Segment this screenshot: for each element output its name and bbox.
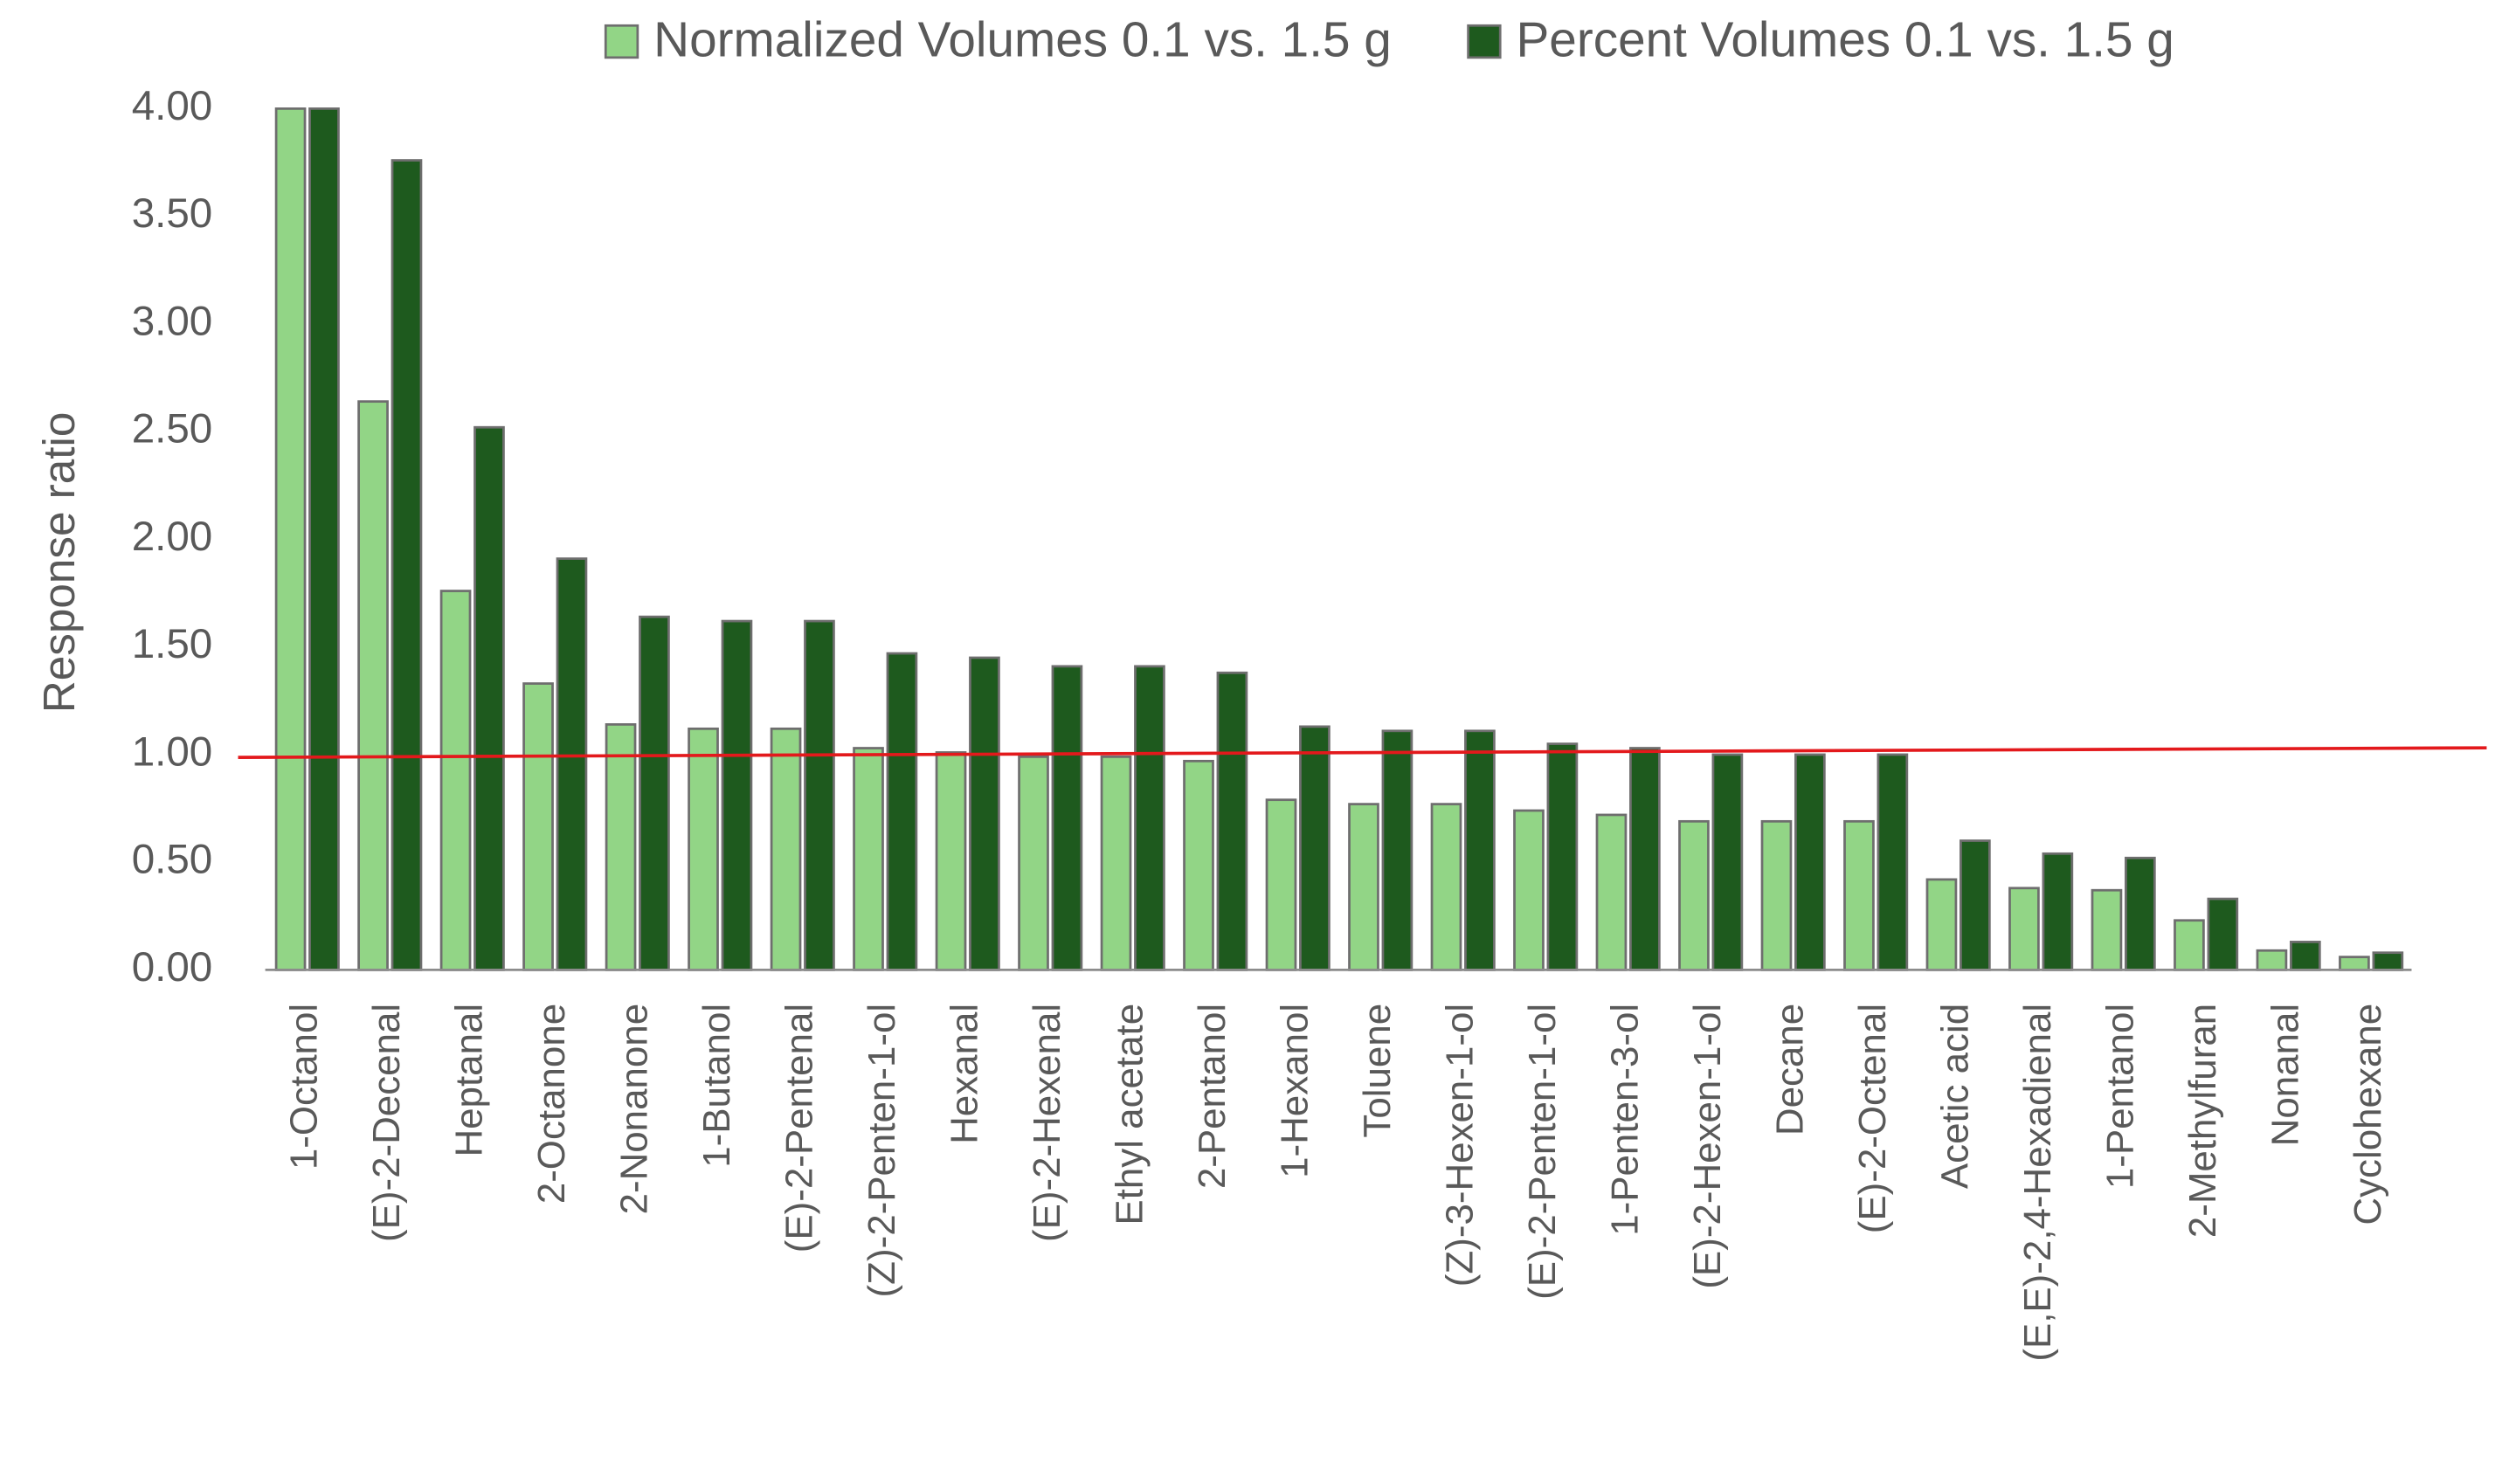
bar (1960, 839, 1991, 971)
bar (886, 652, 918, 971)
bar (357, 400, 389, 971)
bar (1925, 878, 1958, 971)
bar (2372, 951, 2404, 971)
bar (969, 656, 1000, 971)
legend-swatch (604, 24, 639, 59)
y-tick-label: 0.50 (132, 837, 213, 883)
y-tick-label: 0.00 (132, 944, 213, 990)
x-tick-label: (E)-2-Penten-1-ol (1521, 1004, 1564, 1300)
bar (1381, 729, 1413, 971)
bar (2125, 856, 2156, 971)
y-tick-label: 4.00 (132, 83, 213, 129)
x-tick-label: Nonanal (2264, 1004, 2306, 1147)
bar (2174, 919, 2205, 971)
bar (2256, 949, 2288, 971)
x-tick-label: 1-Octanol (282, 1004, 325, 1170)
y-tick-label: 2.00 (132, 514, 213, 560)
bar (721, 619, 753, 971)
bar (2008, 887, 2040, 971)
x-tick-label: Hexanal (943, 1004, 985, 1144)
x-tick-label: Heptanal (447, 1004, 490, 1157)
bar (1760, 819, 1793, 971)
bar (2207, 897, 2239, 971)
bar (804, 619, 835, 971)
x-tick-label: (E)-2-Hexenal (1026, 1004, 1068, 1242)
bar (1678, 819, 1710, 971)
x-tick-label: 1-Penten-3-ol (1603, 1004, 1646, 1236)
bar (1299, 725, 1331, 971)
bar (1100, 756, 1132, 971)
legend-label: Normalized Volumes 0.1 vs. 1.5 g (653, 12, 1392, 67)
x-tick-label: 2-Methylfuran (2181, 1004, 2224, 1238)
bar (1843, 819, 1875, 971)
x-tick-label: Cyclohexane (2347, 1004, 2389, 1225)
bar (1711, 753, 1744, 971)
bar (522, 682, 554, 971)
bar (2339, 956, 2370, 971)
bar (2042, 852, 2074, 971)
bar (308, 107, 340, 971)
x-tick-label: (E)-2-Pentenal (778, 1004, 820, 1253)
x-tick-label: Ethyl acetate (1108, 1004, 1151, 1225)
bar (770, 727, 802, 971)
x-tick-label: Acetic acid (1933, 1004, 1976, 1189)
bar (391, 159, 423, 971)
x-tick-label: (E)-2-Octenal (1851, 1004, 1894, 1233)
y-tick-label: 3.50 (132, 190, 213, 237)
x-tick-label: (Z)-2-Penten-1-ol (861, 1004, 903, 1298)
reference-line (238, 746, 2487, 759)
x-tick-label: 2-Octanone (530, 1004, 573, 1204)
bar (1464, 729, 1496, 971)
bar (853, 747, 884, 971)
bar (605, 723, 637, 971)
bar (639, 615, 670, 971)
x-tick-label: 1-Pentanol (2098, 1004, 2141, 1189)
bar (1051, 665, 1083, 971)
legend-label: Percent Volumes 0.1 vs. 1.5 g (1517, 12, 2174, 67)
bar (2290, 941, 2321, 971)
bar (274, 107, 307, 971)
bar (473, 425, 505, 971)
bar (1018, 756, 1049, 971)
bar (935, 751, 967, 971)
x-tick-label: Toluene (1356, 1004, 1399, 1138)
bar (688, 727, 719, 971)
y-axis-title: Response ratio (34, 412, 84, 714)
bar (2091, 888, 2123, 971)
bar (1348, 803, 1379, 971)
y-tick-label: 1.50 (132, 621, 213, 667)
bar (556, 557, 588, 971)
bar (1430, 803, 1462, 971)
bar (1265, 798, 1297, 971)
bar (439, 590, 472, 971)
bar (1595, 813, 1628, 971)
legend-swatch (1467, 24, 1502, 59)
x-tick-label: Decane (1768, 1004, 1811, 1135)
x-tick-label: (E,E)-2,4-Hexadienal (2016, 1004, 2059, 1362)
x-tick-label: (Z)-3-Hexen-1-ol (1438, 1004, 1481, 1287)
bar (1877, 753, 1909, 971)
x-tick-label: 2-Nonanone (612, 1004, 655, 1215)
bar (1513, 809, 1545, 971)
x-tick-label: 1-Hexanol (1273, 1004, 1316, 1178)
bar (1794, 753, 1826, 971)
x-tick-label: (E)-2-Hexen-1-ol (1686, 1004, 1729, 1289)
bar (1546, 742, 1579, 971)
x-tick-label: 2-Pentanol (1191, 1004, 1234, 1189)
bar (1183, 759, 1214, 971)
bar (1629, 747, 1661, 971)
bar (1216, 671, 1248, 971)
x-tick-label: 1-Butanol (695, 1004, 738, 1168)
x-tick-label: (E)-2-Decenal (365, 1004, 408, 1242)
y-tick-label: 1.00 (132, 728, 213, 775)
y-tick-label: 3.00 (132, 298, 213, 344)
bar (1134, 665, 1165, 971)
y-tick-label: 2.50 (132, 406, 213, 452)
